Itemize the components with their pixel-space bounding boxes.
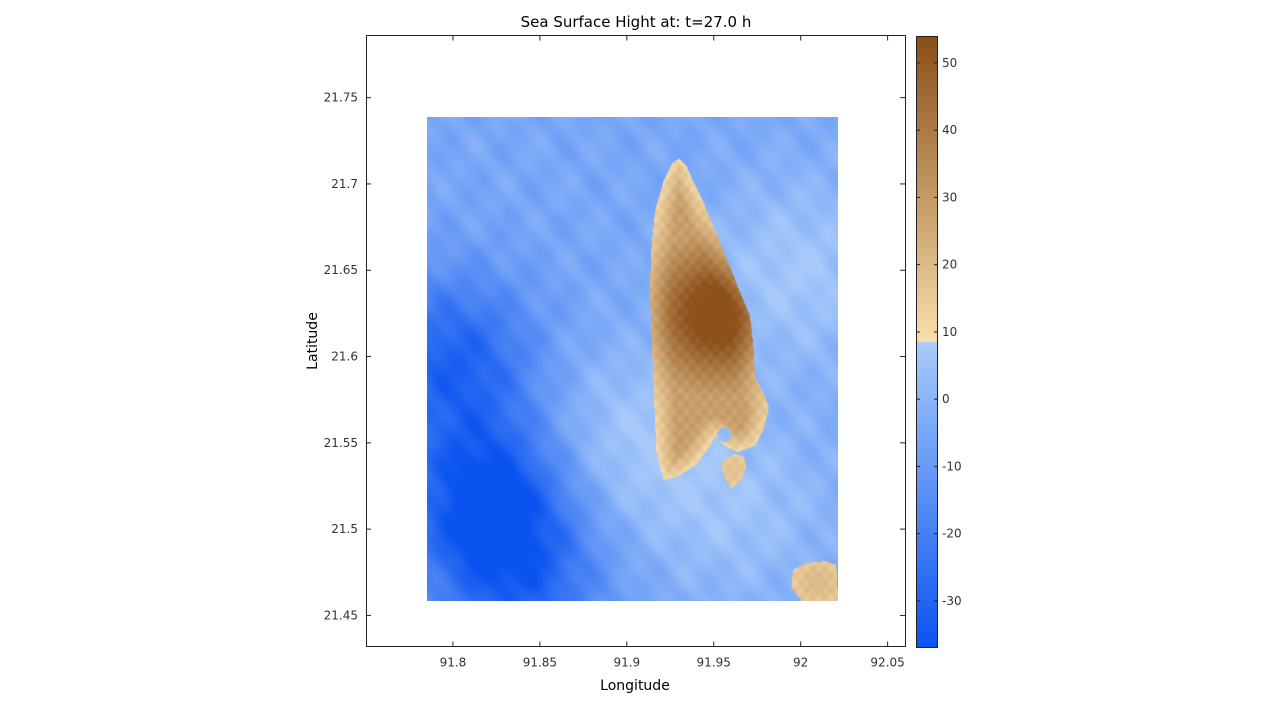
y-axis-ticks: 21.45 21.5 21.55 21.6 21.65 21.7 21.75 (324, 91, 905, 622)
y-axis-label: Latitude (305, 312, 321, 370)
y-tick-label: 21.65 (324, 263, 358, 277)
plot-area: 91.8 91.85 91.9 91.95 92 92.05 21.45 21.5 21.55… (324, 35, 906, 670)
x-tick-label: 91.8 (440, 656, 467, 670)
colorbar: -30 -20 -10 0 10 20 30 40 50 (916, 36, 962, 648)
colorbar-ticks: -30 -20 -10 0 10 20 30 40 50 (916, 56, 962, 608)
colorbar-gradient (916, 36, 938, 648)
y-tick-label: 21.6 (331, 350, 358, 364)
x-tick-label: 92 (793, 656, 808, 670)
y-tick-label: 21.5 (331, 522, 358, 536)
colorbar-tick-label: 50 (942, 56, 957, 70)
x-axis-label: Longitude (600, 678, 670, 694)
colorbar-tick-label: 30 (942, 190, 957, 204)
x-tick-label: 91.85 (523, 656, 557, 670)
y-tick-label: 21.75 (324, 91, 358, 105)
chart-title: Sea Surface Hight at: t=27.0 h (521, 13, 752, 31)
y-tick-label: 21.55 (324, 436, 358, 450)
colorbar-tick-label: 10 (942, 325, 957, 339)
y-tick-label: 21.45 (324, 608, 358, 622)
colorbar-tick-label: -20 (942, 527, 962, 541)
colorbar-tick-label: -10 (942, 459, 962, 473)
colorbar-frame (916, 36, 938, 648)
x-tick-label: 91.9 (613, 656, 640, 670)
plot-frame (366, 35, 906, 647)
colorbar-tick-label: 20 (942, 258, 957, 272)
x-tick-label: 91.95 (697, 656, 731, 670)
colorbar-tick-label: -30 (942, 594, 962, 608)
colorbar-tick-label: 40 (942, 123, 957, 137)
x-tick-label: 92.05 (870, 656, 904, 670)
x-axis-ticks: 91.8 91.85 91.9 91.95 92 92.05 (440, 35, 905, 670)
colorbar-tick-label: 0 (942, 392, 950, 406)
y-tick-label: 21.7 (331, 177, 358, 191)
sea-surface-heatmap (427, 117, 838, 601)
